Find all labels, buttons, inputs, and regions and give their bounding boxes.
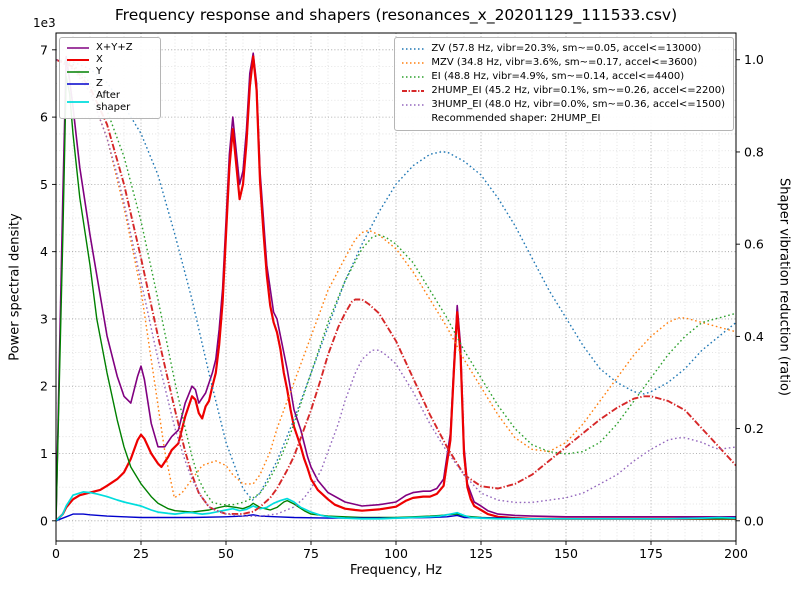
x-tick-label: 175 — [639, 546, 663, 561]
x-tick-label: 200 — [724, 546, 748, 561]
x-axis-label: Frequency, Hz — [349, 563, 443, 578]
legend-label-x: X — [96, 54, 103, 65]
legend-label-3hump-ei: 3HUMP_EI (48.0 Hz, vibr=0.0%, sm~=0.36, … — [431, 99, 725, 110]
curves — [56, 52, 736, 522]
legend-entry-x: X — [66, 54, 152, 66]
legend-label-ei: EI (48.8 Hz, vibr=4.9%, sm~=0.14, accel<… — [431, 71, 685, 82]
y-right-tick-label: 0.6 — [744, 237, 764, 252]
series-3hump-ei — [56, 59, 736, 517]
y-axis-offset-label: 1e3 — [33, 16, 56, 30]
series-after-shaper — [56, 491, 736, 522]
y-left-tick-label: 6 — [40, 110, 48, 125]
y-axis-right-label: Shaper vibration reduction (ratio) — [776, 178, 792, 396]
y-right-tick-label: 0.8 — [744, 144, 764, 159]
y-left-tick-label: 5 — [40, 177, 48, 192]
series-mzv — [56, 59, 736, 499]
x-tick-label: 150 — [554, 546, 578, 561]
x-tick-label: 100 — [384, 546, 408, 561]
y-right-tick-label: 0.4 — [744, 329, 764, 344]
y-left-tick-label: 4 — [40, 244, 48, 259]
y-right-tick-label: 0.0 — [744, 513, 764, 528]
legend-line-sample-mzv — [402, 62, 425, 64]
tick-labels: 0 25 50 75 100 125 150 175 200 0 1 2 3 4 5 6 7 0.0 0.2 0.4 0… — [40, 42, 764, 561]
x-tick-label: 75 — [303, 546, 319, 561]
y-axis-left-label: Power spectral density — [7, 213, 23, 361]
x-tick-label: 25 — [133, 546, 149, 561]
series-2hump-ei — [56, 58, 736, 515]
legend-label-y: Y — [96, 66, 103, 77]
legend-entry-mzv: MZV (34.8 Hz, vibr=3.6%, sm~=0.17, accel… — [401, 56, 725, 70]
legend-entry-zv: ZV (57.8 Hz, vibr=20.3%, sm~=0.05, accel… — [401, 42, 725, 56]
legend-entry-3hump-ei: 3HUMP_EI (48.0 Hz, vibr=0.0%, sm~=0.36, … — [401, 98, 725, 112]
legend-label-mzv: MZV (34.8 Hz, vibr=3.6%, sm~=0.17, accel… — [431, 57, 698, 68]
legend-psd: X+Y+Z X Y Z After shaper — [59, 37, 161, 119]
legend-entry-y: Y — [66, 66, 152, 78]
y-left-tick-label: 7 — [40, 42, 48, 57]
y-left-tick-label: 2 — [40, 379, 48, 394]
legend-label-z: Z — [96, 78, 103, 89]
legend-entry-xyz: X+Y+Z — [66, 42, 152, 54]
x-tick-label: 125 — [469, 546, 493, 561]
legend-line-sample-ei — [402, 76, 425, 78]
legend-entry-after-shaper: After shaper — [66, 90, 152, 114]
y-right-tick-label: 0.2 — [744, 421, 764, 436]
legend-line-sample-z — [67, 83, 89, 85]
series-x — [56, 55, 736, 522]
x-tick-label: 50 — [218, 546, 234, 561]
legend-label-2hump-ei: 2HUMP_EI (45.2 Hz, vibr=0.1%, sm~=0.26, … — [431, 85, 725, 96]
legend-shapers: ZV (57.8 Hz, vibr=20.3%, sm~=0.05, accel… — [394, 37, 734, 131]
legend-line-sample-y — [67, 71, 89, 73]
y-left-tick-label: 3 — [40, 311, 48, 326]
legend-line-sample-after-shaper — [67, 101, 89, 103]
legend-entry-2hump-ei: 2HUMP_EI (45.2 Hz, vibr=0.1%, sm~=0.26, … — [401, 84, 725, 98]
y-left-tick-label: 0 — [40, 513, 48, 528]
legend-recommended-shaper: Recommended shaper: 2HUMP_EI — [431, 113, 601, 124]
legend-line-sample-xyz — [67, 47, 89, 49]
legend-line-sample-zv — [402, 48, 425, 50]
legend-line-sample-3hump-ei — [402, 104, 425, 106]
legend-label-after-shaper: After shaper — [96, 90, 131, 113]
x-tick-label: 0 — [52, 546, 60, 561]
legend-label-xyz: X+Y+Z — [96, 42, 133, 53]
y-right-tick-label: 1.0 — [744, 52, 764, 67]
series-zv — [56, 59, 736, 501]
chart-title: Frequency response and shapers (resonanc… — [114, 6, 678, 24]
y-left-tick-label: 1 — [40, 446, 48, 461]
legend-entry-z: Z — [66, 78, 152, 90]
series-ei — [56, 59, 736, 506]
legend-label-zv: ZV (57.8 Hz, vibr=20.3%, sm~=0.05, accel… — [431, 43, 702, 54]
legend-line-sample-2hump-ei — [402, 90, 425, 92]
legend-entry-ei: EI (48.8 Hz, vibr=4.9%, sm~=0.14, accel<… — [401, 70, 725, 84]
legend-line-sample-x — [67, 59, 89, 61]
